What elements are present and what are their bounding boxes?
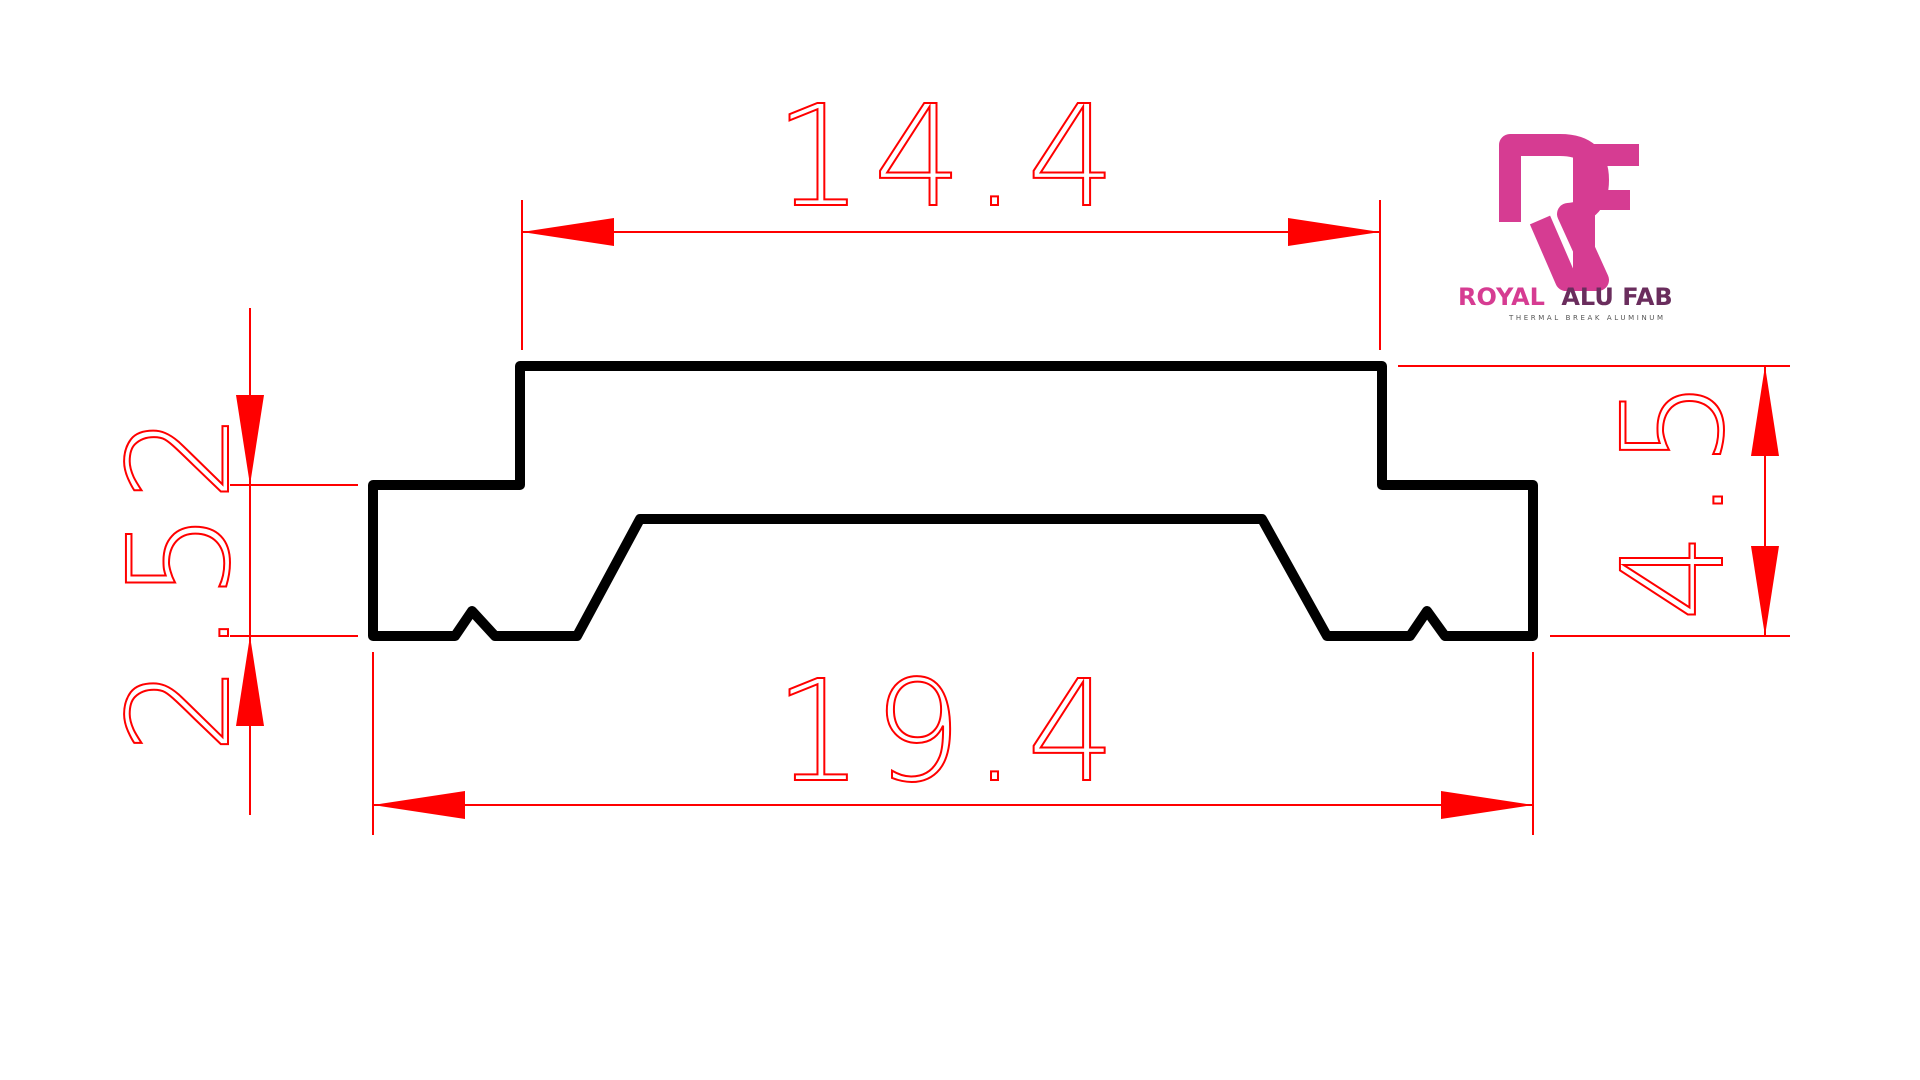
dimension-label: 2.52 — [99, 402, 262, 754]
arrowhead — [236, 636, 264, 726]
logo-monogram-icon — [1499, 134, 1639, 291]
logo-tagline: THERMAL BREAK ALUMINUM — [1508, 314, 1666, 322]
arrowhead — [1288, 218, 1380, 246]
arrowhead — [236, 395, 264, 485]
brand-royal: ROYAL — [1458, 283, 1545, 311]
logo: ROYAL ALU FAB THERMAL BREAK ALUMINUM — [1458, 134, 1673, 322]
dimension-left-height: 2.52 — [98, 308, 358, 815]
profile-outline — [368, 361, 1538, 641]
dimension-bottom-width: 19.4 — [372, 650, 1534, 835]
dimension-top-width: 14.4 — [521, 75, 1381, 350]
dimension-label: 4.5 — [1593, 369, 1756, 622]
dimension-right-height: 4.5 — [1398, 365, 1790, 637]
brand-alu-fab: ALU FAB — [1561, 283, 1672, 311]
arrowhead — [1441, 791, 1533, 819]
arrowhead — [522, 218, 614, 246]
dimension-label: 14.4 — [774, 76, 1126, 239]
arrowhead — [1751, 546, 1779, 636]
arrowhead — [1751, 366, 1779, 456]
arrowhead — [373, 791, 465, 819]
dimension-label: 19.4 — [774, 651, 1126, 814]
logo-brand-name: ROYAL ALU FAB — [1458, 283, 1673, 311]
